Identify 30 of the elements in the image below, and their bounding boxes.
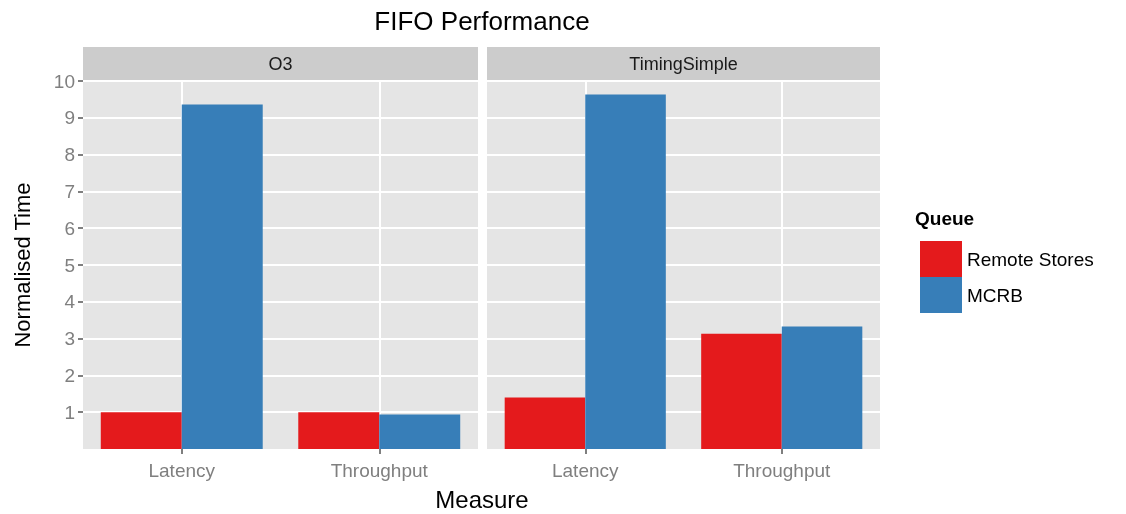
bar [504,397,586,449]
y-axis-title: Normalised Time [9,182,35,348]
y-tick-label: 7 [64,180,75,202]
legend-title: Queue [915,207,975,229]
x-tick-label: Latency [148,460,216,481]
text: FIFO Performance [374,6,590,37]
chart-title: O3 [268,54,293,74]
bar [100,412,182,449]
chart-title: TimingSimple [629,54,738,74]
y-tick-label: 8 [64,144,75,166]
y-tick-label: 9 [64,107,75,129]
y-tick-label: 6 [64,217,75,239]
bar [585,94,666,449]
bar [298,412,380,449]
y-tick-label: 4 [64,291,76,313]
bar [379,414,461,449]
y-tick-label: 2 [64,364,75,386]
x-tick-label: Throughput [733,460,832,481]
bar [701,333,782,449]
x-axis-title: Measure [435,486,529,514]
y-tick-label: 1 [64,401,75,423]
y-tick-label: 10 [53,70,75,92]
y-tick-label: 3 [64,328,75,350]
legend-label: MCRB [967,284,1023,306]
bar [781,326,863,449]
x-tick-label: Throughput [330,460,429,481]
y-tick-label: 5 [64,254,75,276]
bar [181,104,263,449]
legend-label: Remote Stores [967,248,1094,270]
x-tick-label: Latency [551,460,620,481]
